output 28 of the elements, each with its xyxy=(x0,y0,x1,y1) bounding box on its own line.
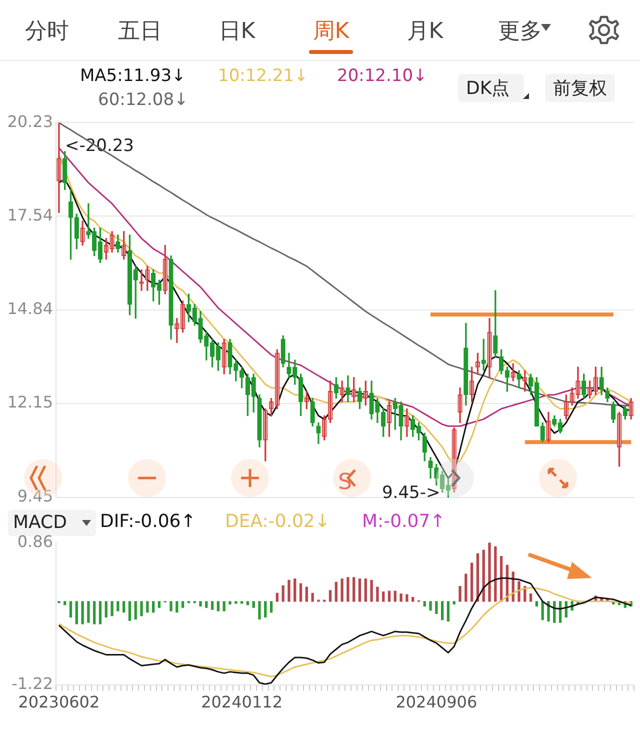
text: DEA:-0.02↓ xyxy=(225,511,330,532)
x-tick-label: 20240112 xyxy=(201,692,283,712)
text: DIF:-0.06↑ xyxy=(100,511,196,532)
text: 前复权 xyxy=(545,74,615,102)
y-tick-label: 9.45 xyxy=(17,486,53,506)
text: 10:12.21↓ xyxy=(218,66,308,86)
text: MA5:11.93↓ xyxy=(80,66,186,86)
annotation: S xyxy=(338,470,352,496)
y-tick-label: 0.86 xyxy=(17,532,53,551)
series-label: 60:12.08↓ xyxy=(98,90,188,110)
annotation: 9.45-> xyxy=(382,482,440,503)
text: 周K xyxy=(312,18,350,46)
y-tick-label: 12.15 xyxy=(7,392,53,412)
text: 月K xyxy=(406,18,444,46)
y-tick-label: -1.22 xyxy=(12,674,53,693)
y-tick-label: 14.84 xyxy=(7,299,53,318)
y-tick-label: 20.23 xyxy=(7,112,53,131)
x-tick-label: 20240906 xyxy=(396,692,478,712)
y-tick-label: 17.54 xyxy=(7,205,53,224)
text: M:-0.07↑ xyxy=(362,511,446,532)
x-tick-label: 20230602 xyxy=(18,692,100,712)
text: 20:12.10↓ xyxy=(337,66,428,86)
text: 五日 xyxy=(117,18,163,46)
text: 分时 xyxy=(24,18,70,46)
text: 日K xyxy=(218,18,256,46)
text: DK点 xyxy=(458,74,524,102)
chart-title: MACD xyxy=(13,512,67,533)
text: 更多 xyxy=(497,18,543,46)
